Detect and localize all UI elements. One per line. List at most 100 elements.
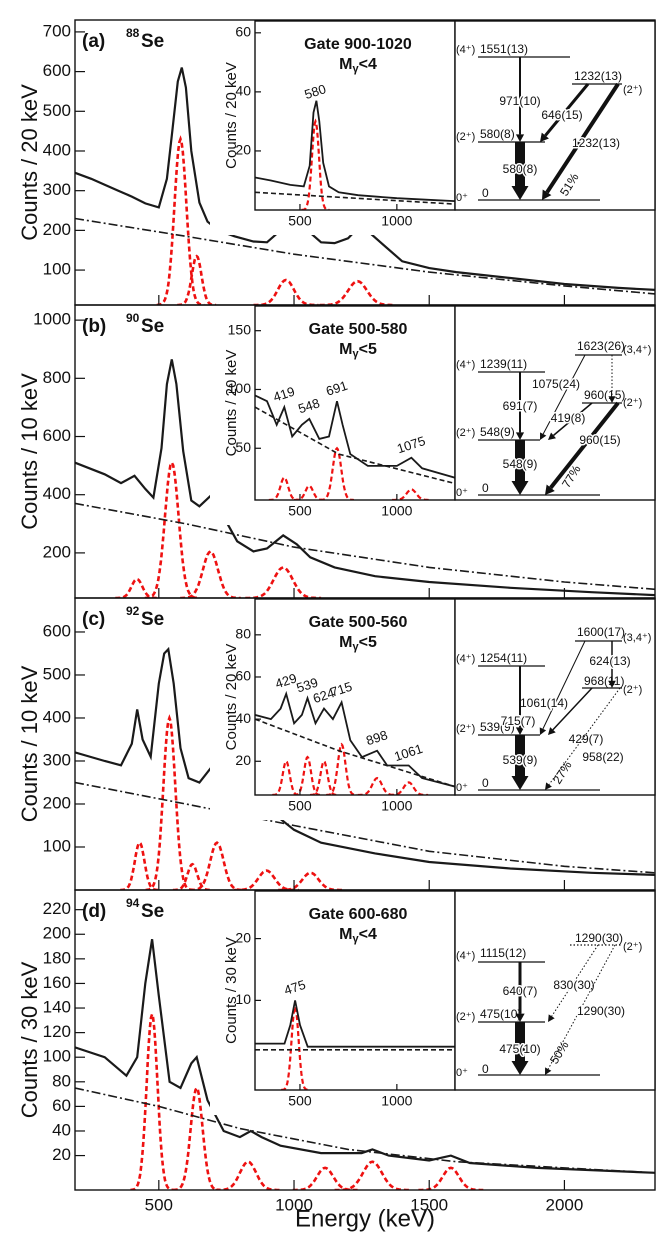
transition-arrow [542,354,586,435]
level-energy: 1254(11) [480,651,527,665]
arrow-head [608,396,616,403]
transition-label: 539(9) [503,753,538,767]
arrow-head [548,432,556,440]
y-tick-label: 600 [43,426,71,445]
component-peak [301,118,330,210]
transition-arrow [548,687,621,785]
x-tick-label: 1000 [381,798,412,814]
transition-arrow [552,687,593,731]
y-tick-label: 20 [235,752,251,768]
background-curve [75,1087,655,1174]
component-peak [172,1085,221,1190]
x-tick-label: 500 [288,798,312,814]
component-peak [281,1003,310,1090]
arrow-head [511,186,529,200]
inset-title: Gate 600-680 [309,906,408,923]
level-spin: (2⁺) [623,397,642,409]
arrow-head [545,782,552,790]
x-tick-label: 2000 [546,1195,584,1214]
transition-label: 548(9) [503,457,538,471]
y-tick-label: 800 [43,368,71,387]
y-tick-label: 60 [235,668,251,684]
peak-annotation: 539 [295,675,320,696]
mass-number: 88 [126,26,140,40]
level-energy: 539(9) [480,720,515,734]
fit-curve [255,690,455,788]
y-tick-label: 300 [43,750,71,769]
y-axis-label: Counts / 10 keV [17,373,42,530]
level-energy: 475(10) [480,1007,521,1021]
component-peak [334,1160,411,1190]
y-tick-label: 140 [43,998,71,1017]
level-energy: 0 [482,481,489,495]
condition-part: γ [352,348,359,360]
level-spin: (4⁺) [456,359,475,371]
level-spin: (2⁺) [456,131,475,143]
transition-label: 475(10) [499,1042,540,1056]
inset-condition: Mγ<5 [339,341,377,360]
y-tick-label: 40 [235,83,251,99]
y-tick-label: 60 [235,24,251,40]
component-peak [293,755,322,795]
y-tick-label: 400 [43,140,71,159]
level-spin: (2⁺) [456,1011,475,1023]
x-tick-label: 1000 [275,1195,313,1214]
level-spin: (4⁺) [456,653,475,665]
y-tick-label: 40 [235,710,251,726]
transition-label: 971(10) [499,94,540,108]
y-tick-label: 400 [43,707,71,726]
transition-arrow [544,83,590,137]
level-spin: (2⁺) [623,684,642,696]
inset-condition: Mγ<4 [339,56,377,75]
transition-label: 958(22) [582,750,623,764]
background-curve [255,718,455,788]
level-spin: (2⁺) [456,427,475,439]
level-energy: 968(11) [584,674,624,688]
component-peak [130,1009,174,1190]
y-tick-label: 100 [43,1047,71,1066]
level-energy: 960(15) [584,388,625,402]
y-tick-label: 80 [235,626,251,642]
y-tick-label: 160 [43,973,71,992]
transition-label: 691(7) [503,399,538,413]
y-tick-label: 600 [43,61,71,80]
y-tick-label: 1000 [33,310,71,329]
level-spin: 0⁺ [456,1067,468,1079]
level-energy: 1600(17) [577,625,625,639]
fit-curve [255,394,455,479]
plot-area [255,1000,455,1090]
component-peak [234,869,299,890]
background-curve [255,191,455,205]
level-energy: 580(8) [480,127,515,141]
condition-part: γ [352,641,359,653]
transition-label: 715(7) [501,714,536,728]
level-spin: (4⁺) [456,950,475,962]
y-tick-label: 60 [52,1096,71,1115]
condition-part: M [339,341,352,358]
mass-number: 94 [126,896,140,910]
arrow-head [511,1061,529,1075]
y-tick-label: 100 [43,260,71,279]
transition-arrow [542,640,586,730]
y-tick-label: 500 [43,664,71,683]
transition-label: 580(8) [503,162,538,176]
component-peak [177,254,217,305]
condition-part: <4 [359,56,377,73]
peak-annotation: 580 [302,81,327,102]
transition-label: 1232(13) [572,136,620,150]
condition-part: γ [352,933,359,945]
inset-title: Gate 500-580 [309,321,408,338]
component-peak [144,459,199,598]
transition-arrow [549,401,620,490]
background-curve [75,781,655,874]
x-tick-label: 500 [288,1093,312,1109]
component-peak [326,742,358,795]
condition-part: M [339,634,352,651]
y-axis-label: Counts / 10 keV [17,665,42,822]
level-spin: (4⁺) [456,44,475,56]
transition-label: 419(8) [551,411,586,425]
fit-curve [255,1000,455,1048]
component-peak [189,841,244,890]
component-peak [172,862,212,890]
level-energy: 1239(11) [480,357,527,371]
